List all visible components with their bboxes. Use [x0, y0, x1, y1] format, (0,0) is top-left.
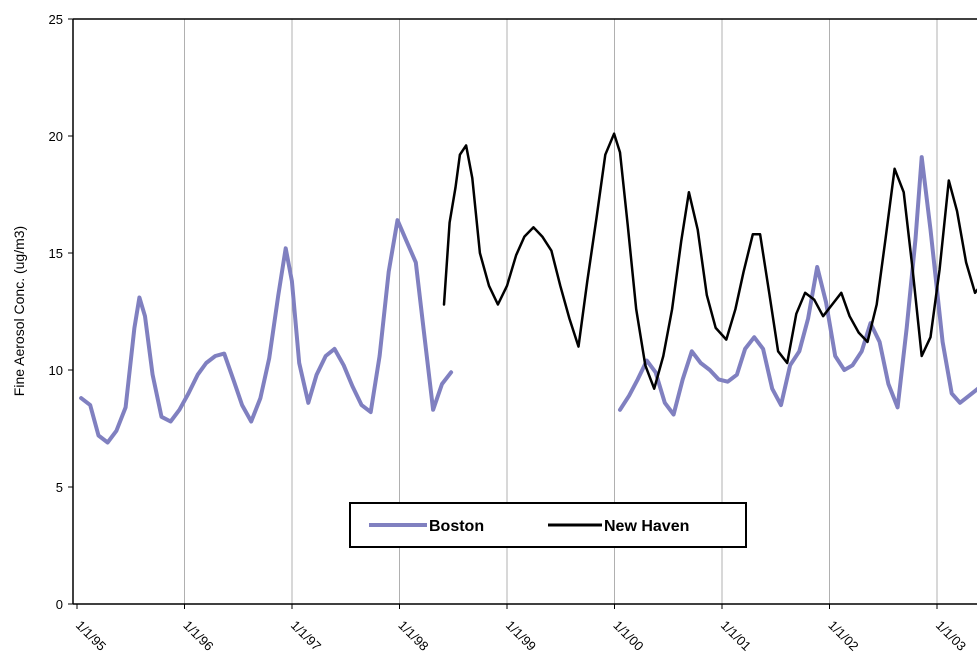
- series-line-new-haven: [442, 132, 977, 390]
- legend: Boston New Haven: [349, 502, 747, 548]
- series-line-boston: [79, 155, 977, 445]
- gridlines: [184, 19, 938, 604]
- axes: [68, 18, 977, 609]
- y-tick-label: 20: [49, 129, 63, 144]
- legend-label-boston: Boston: [429, 518, 484, 535]
- y-axis-title: Fine Aerosol Conc. (ug/m3): [11, 226, 27, 396]
- y-tick-label: 25: [49, 12, 63, 27]
- legend-label-new-haven: New Haven: [604, 518, 689, 535]
- series-layer: [79, 132, 977, 445]
- y-tick-label: 10: [49, 363, 63, 378]
- y-tick-label: 0: [56, 597, 63, 612]
- y-tick-label: 5: [56, 480, 63, 495]
- y-tick-label: 15: [49, 246, 63, 261]
